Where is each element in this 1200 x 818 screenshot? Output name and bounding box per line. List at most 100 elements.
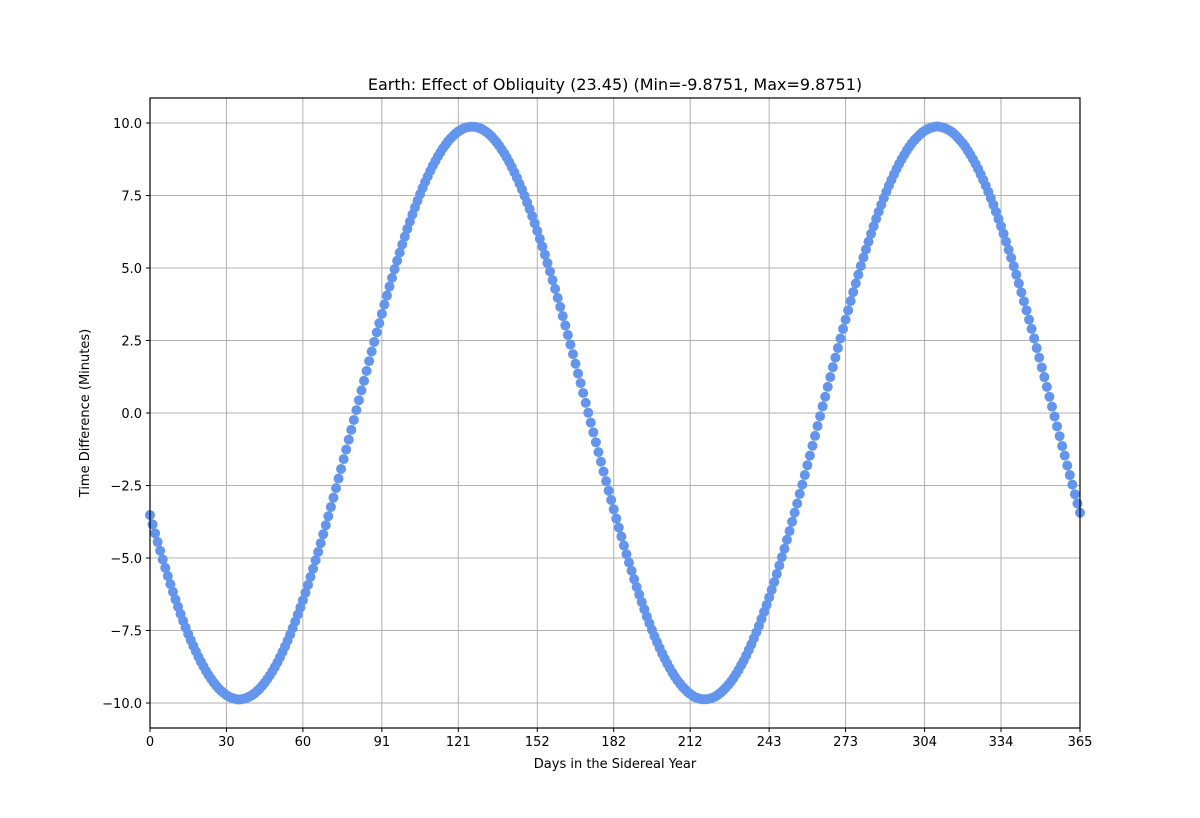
data-point — [1011, 269, 1022, 280]
data-point — [794, 488, 805, 499]
data-point — [1018, 296, 1029, 307]
data-point — [1067, 479, 1078, 490]
x-axis-label: Days in the Sidereal Year — [534, 757, 697, 772]
x-tick-label: 91 — [374, 735, 391, 750]
data-point — [611, 513, 622, 524]
data-point — [799, 470, 810, 481]
data-point — [1008, 261, 1019, 272]
y-tick-label: 7.5 — [121, 190, 142, 205]
data-point — [1036, 362, 1047, 373]
y-tick-label: −2.5 — [110, 480, 142, 495]
data-point — [616, 531, 627, 542]
data-point — [167, 586, 178, 597]
data-point — [860, 244, 871, 255]
y-tick-label: 5.0 — [121, 262, 142, 277]
data-point — [840, 314, 851, 325]
data-point — [621, 549, 632, 560]
data-point — [547, 275, 558, 286]
data-point — [781, 534, 792, 545]
data-point — [343, 434, 354, 445]
data-point — [384, 281, 395, 292]
data-point — [838, 323, 849, 334]
data-point — [346, 424, 357, 435]
data-point — [817, 401, 828, 412]
data-point — [1057, 441, 1068, 452]
data-point — [634, 589, 645, 600]
data-point — [858, 252, 869, 263]
data-point — [562, 329, 573, 340]
data-point — [1034, 352, 1045, 363]
x-tick-label: 273 — [833, 735, 858, 750]
data-point — [323, 511, 334, 522]
data-point — [573, 368, 584, 379]
data-point — [863, 236, 874, 247]
data-point — [364, 356, 375, 367]
data-point — [150, 528, 161, 539]
data-point — [575, 378, 586, 389]
x-tick-label: 0 — [146, 735, 154, 750]
data-point — [1016, 287, 1027, 298]
data-point — [866, 228, 877, 239]
data-point — [593, 447, 604, 458]
y-tick-label: −5.0 — [110, 552, 142, 567]
data-point — [369, 336, 380, 347]
data-point — [1024, 314, 1035, 325]
data-point — [601, 476, 612, 487]
data-point — [822, 381, 833, 392]
data-point — [320, 520, 331, 531]
x-axis-ticks: 0 30 60 91 121 152 182 212 243 273 304 334 365 — [146, 728, 1093, 750]
data-point — [583, 407, 594, 418]
data-point — [812, 421, 823, 432]
data-point — [366, 346, 377, 357]
data-point — [356, 385, 367, 396]
data-point — [598, 466, 609, 477]
data-point — [542, 258, 553, 269]
data-point — [761, 599, 772, 610]
data-point — [1021, 305, 1032, 316]
data-point — [825, 372, 836, 383]
x-tick-label: 334 — [989, 735, 1014, 750]
x-tick-label: 243 — [757, 735, 782, 750]
data-point — [804, 450, 815, 461]
y-tick-label: −7.5 — [110, 625, 142, 640]
data-point — [1001, 236, 1012, 247]
data-point — [996, 221, 1007, 232]
data-point — [351, 405, 362, 416]
data-point — [157, 554, 168, 565]
data-point — [331, 483, 341, 494]
data-point — [371, 327, 382, 338]
data-point — [1064, 470, 1075, 481]
x-tick-label: 365 — [1068, 735, 1093, 750]
data-point — [1006, 252, 1017, 263]
data-point — [853, 269, 864, 280]
data-point — [802, 460, 813, 471]
data-point — [308, 563, 319, 574]
y-tick-label: 10.0 — [113, 117, 142, 132]
data-point — [618, 540, 629, 551]
x-tick-label: 121 — [446, 735, 471, 750]
data-point — [810, 430, 821, 441]
data-point — [297, 595, 308, 606]
data-point — [578, 387, 589, 398]
data-point — [848, 287, 859, 298]
data-point — [147, 519, 158, 530]
data-point — [843, 305, 854, 316]
data-point — [336, 463, 347, 474]
data-point — [631, 582, 642, 592]
x-tick-label: 60 — [295, 735, 312, 750]
data-point — [624, 557, 635, 568]
data-point — [353, 395, 364, 406]
data-point — [570, 358, 581, 369]
data-point — [774, 560, 785, 571]
y-tick-label: 0.0 — [121, 407, 142, 422]
data-point — [552, 292, 563, 303]
x-tick-label: 152 — [525, 735, 550, 750]
data-point — [820, 391, 831, 402]
data-point — [333, 473, 344, 484]
data-point — [155, 545, 166, 556]
data-point — [613, 522, 624, 533]
data-point — [338, 454, 349, 465]
data-point — [399, 231, 410, 242]
data-point — [1039, 372, 1050, 383]
